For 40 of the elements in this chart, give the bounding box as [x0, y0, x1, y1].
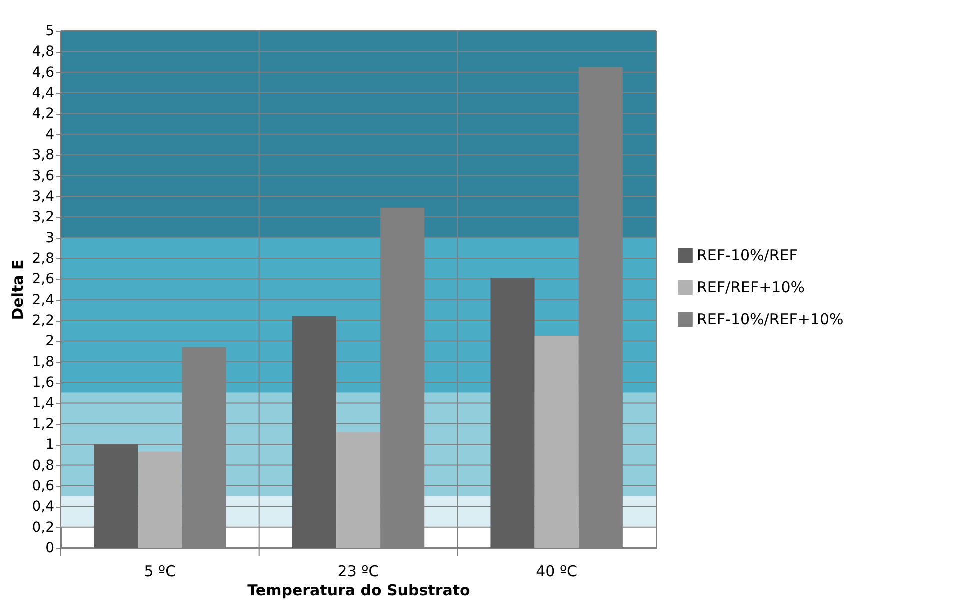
y-tick-label: 4,4	[32, 86, 55, 102]
y-tick-label: 0,2	[32, 520, 54, 536]
y-tick-label: 1,4	[32, 396, 55, 412]
bar	[490, 278, 535, 548]
y-tick-label: 4,8	[32, 44, 54, 60]
bar	[94, 444, 138, 548]
y-tick-label: 0,4	[32, 499, 55, 516]
legend-label: REF-10%/REF	[697, 246, 798, 265]
y-tick-label: 2,8	[32, 250, 54, 267]
y-tick-label: 4,2	[32, 106, 54, 122]
y-tick-label: 0	[46, 540, 54, 556]
bar	[534, 336, 579, 548]
y-axis-title: Delta E	[9, 260, 28, 320]
y-tick-label: 5	[46, 24, 54, 40]
y-tick-label: 4	[46, 126, 55, 143]
bar	[336, 432, 381, 548]
legend-label: REF/REF+10%	[697, 278, 806, 297]
y-tick-label: 1	[46, 437, 54, 454]
y-tick-label: 2	[46, 334, 54, 350]
y-tick-label: 0,8	[32, 458, 54, 474]
x-tick-label: 23 ºC	[338, 562, 380, 580]
y-tick-label: 3,8	[32, 148, 54, 164]
x-tick-label: 5 ºC	[144, 562, 176, 580]
y-tick-label: 0,6	[32, 478, 55, 494]
y-tick-label: 1,6	[32, 375, 55, 392]
legend-label: REF-10%/REF+10%	[697, 310, 844, 329]
x-tick-label: 40 ºC	[536, 562, 578, 580]
y-tick-label: 3,2	[32, 210, 54, 226]
bar	[138, 452, 182, 548]
y-tick-label: 4,6	[32, 64, 55, 81]
bar	[292, 316, 336, 548]
y-tick-label: 2,4	[32, 292, 55, 308]
y-tick-label: 2,6	[32, 272, 55, 288]
y-tick-label: 2,2	[32, 313, 54, 330]
y-tick-label: 3,6	[32, 168, 55, 184]
y-tick-label: 1,8	[32, 354, 54, 370]
x-axis-title: Temperatura do Substrato	[248, 582, 470, 600]
y-tick-label: 1,2	[32, 416, 54, 432]
y-tick-label: 3,4	[32, 188, 55, 205]
y-tick-label: 3	[46, 230, 54, 246]
